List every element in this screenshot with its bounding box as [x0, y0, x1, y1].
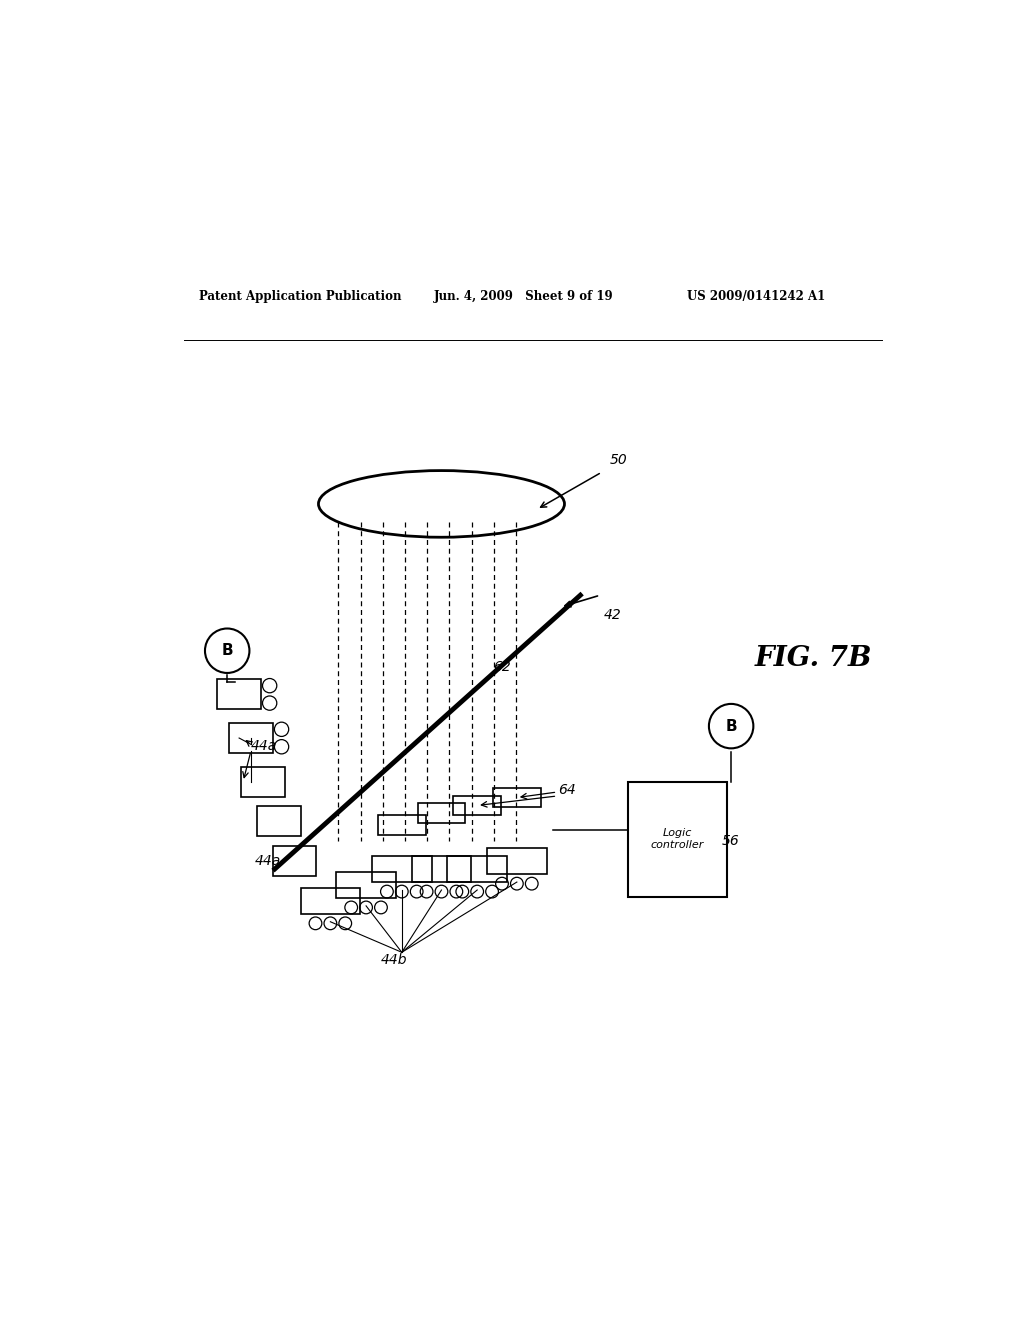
Bar	[229, 723, 272, 754]
Text: B: B	[725, 718, 737, 734]
Bar	[217, 680, 261, 709]
Bar	[628, 781, 727, 896]
Bar	[454, 796, 501, 816]
Bar	[336, 871, 396, 898]
Text: FIG. 7B: FIG. 7B	[755, 645, 872, 672]
Bar	[272, 846, 316, 876]
Text: 56: 56	[722, 834, 739, 849]
Text: Patent Application Publication: Patent Application Publication	[200, 289, 402, 302]
Bar	[241, 767, 285, 797]
Text: US 2009/0141242 A1: US 2009/0141242 A1	[687, 289, 825, 302]
Bar	[487, 847, 547, 874]
Text: 64: 64	[558, 783, 575, 796]
Text: Jun. 4, 2009   Sheet 9 of 19: Jun. 4, 2009 Sheet 9 of 19	[433, 289, 613, 302]
Text: Logic
controller: Logic controller	[651, 829, 705, 850]
Text: B: B	[221, 643, 233, 659]
Bar	[494, 788, 541, 808]
Bar	[301, 887, 360, 913]
Text: 44b: 44b	[381, 953, 408, 968]
Text: 44a: 44a	[255, 854, 282, 869]
Bar	[447, 855, 507, 882]
Text: 62: 62	[494, 660, 511, 673]
Bar	[257, 807, 301, 837]
Bar	[418, 804, 465, 824]
Bar	[412, 855, 471, 882]
Text: 50: 50	[609, 453, 628, 467]
Bar	[372, 855, 431, 882]
Text: 42: 42	[604, 609, 622, 622]
Text: 44a: 44a	[251, 739, 278, 752]
Bar	[378, 816, 426, 836]
